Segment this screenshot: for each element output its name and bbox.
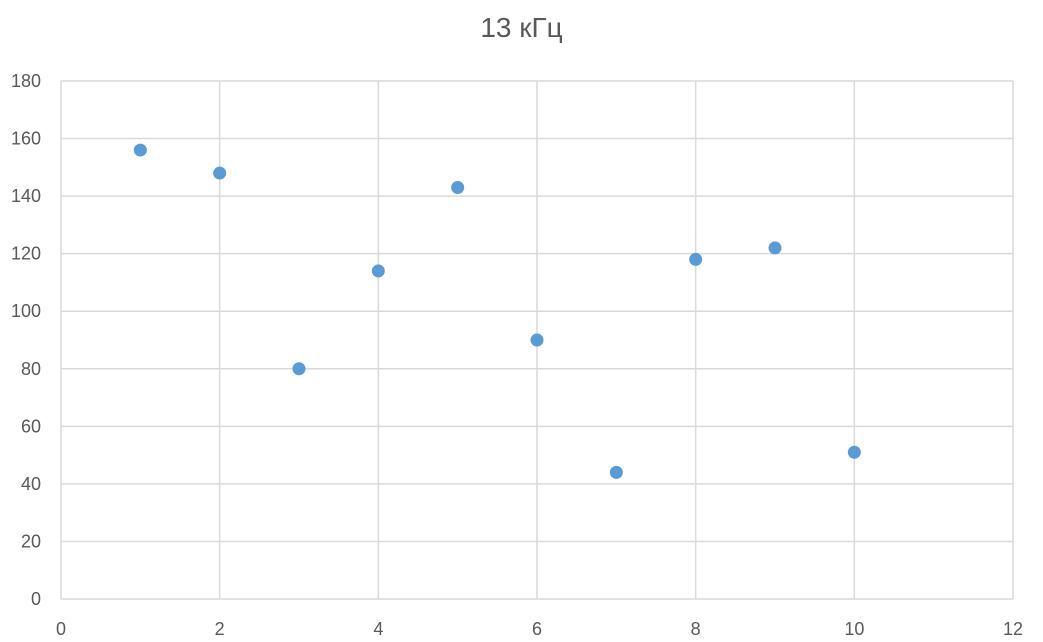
data-point xyxy=(213,166,227,180)
x-tick-label: 2 xyxy=(215,619,225,639)
data-point xyxy=(768,241,782,255)
data-point xyxy=(133,143,147,157)
data-point xyxy=(451,180,465,194)
y-tick-label: 120 xyxy=(11,244,41,264)
x-tick-label: 6 xyxy=(532,619,542,639)
data-point xyxy=(530,333,544,347)
x-tick-label: 8 xyxy=(691,619,701,639)
y-tick-label: 160 xyxy=(11,129,41,149)
data-point xyxy=(847,445,861,459)
data-point xyxy=(292,362,306,376)
x-tick-label: 0 xyxy=(56,619,66,639)
y-axis-tick-labels: 0 20 40 60 80 100 120 140 160 180 xyxy=(11,71,41,609)
y-tick-label: 20 xyxy=(21,531,41,551)
chart-title: 13 кГц xyxy=(480,12,563,43)
y-tick-label: 180 xyxy=(11,71,41,91)
data-point xyxy=(371,264,385,278)
data-point xyxy=(689,252,703,266)
y-tick-label: 60 xyxy=(21,416,41,436)
data-points xyxy=(133,143,861,479)
y-tick-label: 140 xyxy=(11,186,41,206)
data-point xyxy=(609,465,623,479)
x-axis-tick-labels: 0 2 4 6 8 10 12 xyxy=(56,619,1023,639)
y-tick-label: 0 xyxy=(31,589,41,609)
x-tick-label: 4 xyxy=(373,619,383,639)
y-tick-label: 100 xyxy=(11,301,41,321)
x-tick-label: 12 xyxy=(1003,619,1023,639)
y-tick-label: 40 xyxy=(21,474,41,494)
y-tick-label: 80 xyxy=(21,359,41,379)
x-tick-label: 10 xyxy=(844,619,864,639)
